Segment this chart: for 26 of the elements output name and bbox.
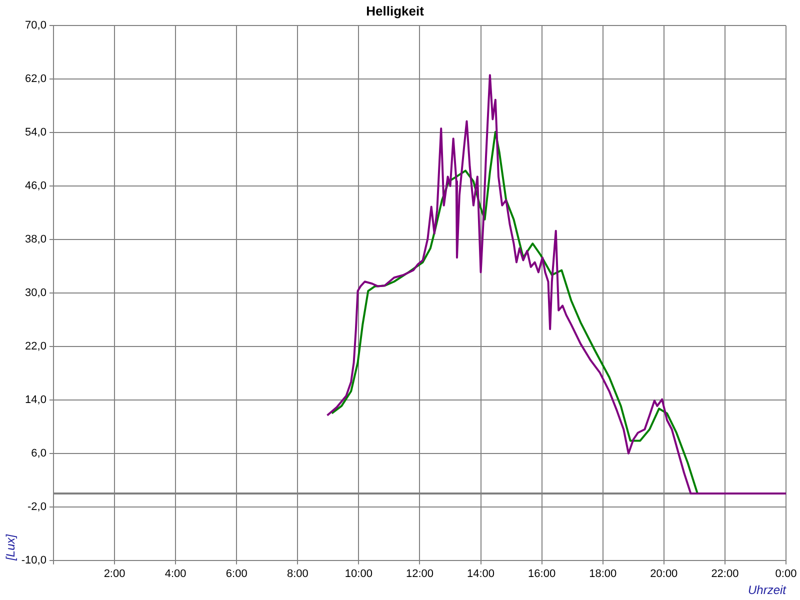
x-tick-label: 0:00 bbox=[775, 568, 797, 580]
x-tick-label: 10:00 bbox=[344, 568, 372, 580]
y-tick-label: 6,0 bbox=[31, 447, 46, 460]
y-tick-label: 70,0 bbox=[25, 20, 46, 32]
x-tick-label: 16:00 bbox=[528, 568, 556, 580]
y-tick-label: 46,0 bbox=[25, 180, 46, 192]
x-axis-title: Uhrzeit bbox=[748, 583, 787, 598]
y-tick-label: 22,0 bbox=[25, 340, 46, 353]
y-tick-label: 54,0 bbox=[25, 126, 46, 139]
y-axis-title: [Lux] bbox=[4, 534, 18, 562]
chart-title: Helligkeit bbox=[366, 3, 425, 18]
x-tick-label: 4:00 bbox=[164, 568, 186, 580]
x-tick-label: 2:00 bbox=[104, 568, 126, 580]
y-tick-label: -2,0 bbox=[28, 500, 46, 513]
y-tick-label: 30,0 bbox=[25, 287, 46, 300]
x-tick-label: 6:00 bbox=[226, 568, 248, 580]
x-tick-label: 14:00 bbox=[467, 568, 495, 580]
y-tick-label: -10,0 bbox=[21, 554, 46, 566]
x-tick-label: 12:00 bbox=[406, 568, 434, 580]
y-tick-label: 38,0 bbox=[25, 234, 46, 246]
x-tick-label: 18:00 bbox=[589, 568, 617, 580]
y-tick-label: 14,0 bbox=[25, 394, 46, 406]
x-tick-label: 8:00 bbox=[286, 568, 308, 580]
y-tick-label: 62,0 bbox=[25, 73, 46, 86]
x-tick-label: 22:00 bbox=[711, 568, 739, 580]
x-tick-label: 20:00 bbox=[650, 568, 678, 580]
